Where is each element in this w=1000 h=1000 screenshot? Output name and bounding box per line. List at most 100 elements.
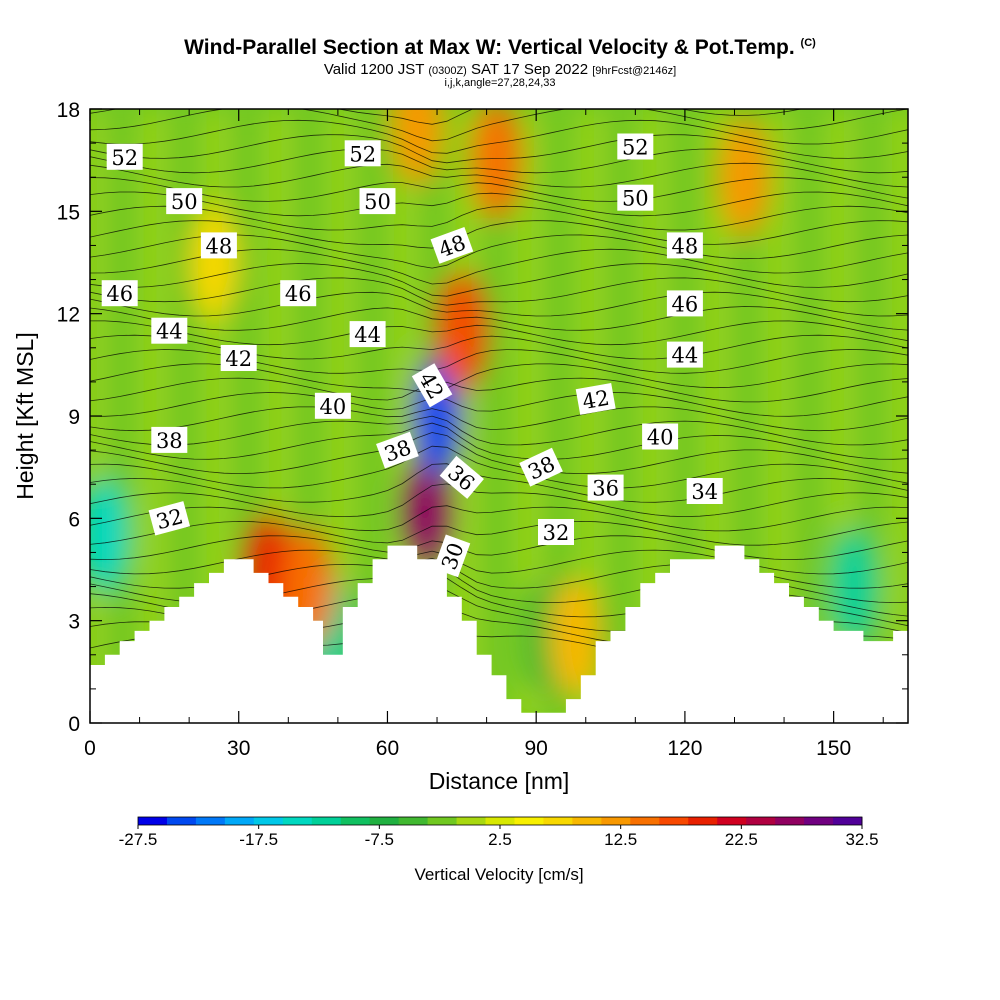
contour-label-text: 42 <box>225 347 252 371</box>
theta-contour-line <box>90 148 908 174</box>
colorbar-swatch <box>138 817 168 825</box>
colorbar-swatch <box>514 817 544 825</box>
contour-label-bg <box>376 431 419 469</box>
contour-label-text: 52 <box>622 136 649 160</box>
contour-label: 52 <box>617 133 654 160</box>
contour-label-bg <box>575 382 616 415</box>
contour-label-bg <box>344 140 381 167</box>
contour-label-bg <box>166 188 203 215</box>
theta-contour-line <box>90 191 908 217</box>
colorbar-tick-label: 12.5 <box>604 830 637 849</box>
terrain-mask <box>90 545 908 723</box>
contour-label-bg <box>106 143 143 170</box>
contour-label: 42 <box>220 345 257 371</box>
contour-label-text: 48 <box>206 234 233 258</box>
contour-label: 48 <box>666 232 703 259</box>
colorbar-swatch <box>282 817 313 825</box>
contour-label: 38 <box>376 431 419 469</box>
y-tick-label: 6 <box>68 508 80 531</box>
contour-label-text: 52 <box>349 142 376 166</box>
contour-label: 34 <box>686 478 723 504</box>
theta-contour-line <box>90 306 908 331</box>
contour-label: 50 <box>617 184 654 211</box>
contour-label-text: 34 <box>691 480 718 504</box>
contour-label-bg <box>148 501 191 536</box>
contour-label-text: 50 <box>364 190 391 214</box>
x-tick-label: 60 <box>376 737 399 760</box>
colorbar-tick-label: 2.5 <box>488 830 512 849</box>
contour-label: 32 <box>538 519 574 545</box>
field-band <box>881 109 893 723</box>
theta-contour-line <box>90 422 908 460</box>
y-tick-label: 12 <box>57 304 80 327</box>
colorbar-swatch <box>456 817 487 825</box>
field-band <box>548 109 559 723</box>
contour-label-bg <box>666 341 703 368</box>
field-band <box>860 109 872 723</box>
contour-label: 38 <box>151 426 188 453</box>
valid-time: Valid 1200 JST <box>323 61 425 78</box>
field-band <box>131 109 143 723</box>
contour-label: 30 <box>433 534 471 578</box>
field-band <box>506 109 518 723</box>
field-band <box>693 109 705 723</box>
contour-label-text: 44 <box>156 320 183 344</box>
contour-label-text: 50 <box>171 190 198 214</box>
contour-label-bg <box>314 392 351 419</box>
utc-time: (0300Z) <box>428 65 467 77</box>
velocity-cell <box>470 109 523 221</box>
contour-label-bg <box>220 345 257 371</box>
field-band <box>631 109 643 723</box>
contour-label-bg <box>280 280 317 307</box>
colorbar-swatch <box>485 817 515 825</box>
field-band <box>298 109 310 723</box>
contour-label-bg <box>642 423 679 450</box>
theta-contour-line <box>90 162 908 188</box>
x-tick-label: 90 <box>525 737 548 760</box>
colorbar-tick-label: -7.5 <box>365 830 394 849</box>
velocity-cell <box>401 451 454 572</box>
contour-label: 46 <box>101 280 138 307</box>
y-tick-label: 0 <box>68 713 80 736</box>
x-tick-label: 30 <box>227 737 250 760</box>
field-band <box>756 109 768 723</box>
contour-label: 36 <box>587 474 624 501</box>
velocity-cell <box>718 117 771 238</box>
field-band <box>610 109 622 723</box>
chart-subtitle: Valid 1200 JST (0300Z) SAT 17 Sep 2022 [… <box>0 61 1000 78</box>
contour-label-bg <box>151 317 188 344</box>
x-axis-title: Distance [nm] <box>429 768 570 794</box>
contour-label: 42 <box>575 382 616 415</box>
contour-label-text: 40 <box>647 426 674 450</box>
contour-label-bg <box>433 534 471 578</box>
index-info: i,j,k,angle=27,28,24,33 <box>444 77 556 89</box>
velocity-cell <box>435 270 488 391</box>
field-band <box>194 109 206 723</box>
theta-contour-line <box>90 220 908 249</box>
colorbar-swatch <box>775 817 805 825</box>
colorbar-swatch <box>717 817 747 825</box>
theta-contour-line <box>90 320 908 346</box>
theta-contour-line <box>90 177 908 202</box>
theta-contours <box>90 109 908 661</box>
contour-label-bg <box>686 478 723 504</box>
theta-contour-line <box>90 109 908 142</box>
valid-date: SAT 17 Sep 2022 <box>471 61 589 78</box>
theta-contour-line <box>90 291 908 317</box>
contour-label: 40 <box>314 392 351 419</box>
field-band <box>589 109 601 723</box>
contour-label-text: 38 <box>156 429 183 453</box>
contour-label: 40 <box>642 423 679 450</box>
contour-label-bg <box>349 321 386 348</box>
field-band <box>173 109 185 723</box>
theta-contour-line <box>90 205 908 231</box>
contour-label: 52 <box>344 140 381 167</box>
contour-label-bg <box>101 280 138 307</box>
field-band <box>277 109 289 723</box>
contour-label-bg <box>359 188 396 215</box>
theta-contour-line <box>90 463 908 503</box>
colorbar-swatch <box>543 817 573 825</box>
colorbar-swatch <box>601 817 631 825</box>
colorbar-title: Vertical Velocity [cm/s] <box>414 865 583 884</box>
